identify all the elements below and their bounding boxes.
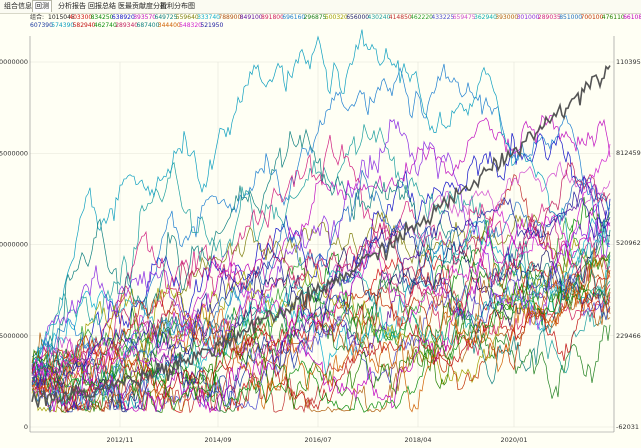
legend-item: 362940	[474, 14, 497, 21]
tab-return-summary[interactable]: 回报总结	[88, 2, 116, 10]
series-line	[31, 173, 611, 414]
series-line	[31, 118, 611, 377]
legend-item: 834250	[90, 14, 114, 21]
tab-backtest[interactable]: 回测	[32, 0, 52, 12]
legend-item: 659475	[452, 14, 476, 21]
series-line	[31, 134, 611, 410]
series-line	[31, 273, 611, 413]
y-axis-right: 1103955 812459 520962 229466 -62031	[616, 58, 641, 431]
series-line	[31, 203, 611, 414]
series-line	[31, 288, 611, 413]
legend-item: 289340	[115, 22, 139, 29]
legend-item: 891800	[261, 14, 284, 21]
legend-item: 462220	[410, 14, 433, 21]
legend-item: 403300	[69, 14, 93, 21]
y-tick-label: 10000000	[0, 241, 28, 249]
legend-item: 521950	[200, 22, 224, 29]
tab-portfolio-info[interactable]: 组合信息	[4, 2, 32, 10]
y-tick-label: 15000000	[0, 149, 28, 157]
series-line	[31, 239, 611, 397]
legend-item: 607390	[30, 22, 53, 29]
x-tick-label: 2014/09	[204, 436, 231, 444]
tab-bar: 组合信息 回测 分析报告 回报总结 医最贡献度分析 盈利分布图	[0, 0, 641, 14]
y-axis-left: 20000000 15000000 10000000 5000000 0	[0, 58, 28, 431]
legend-item: 393570	[133, 14, 157, 21]
y-right-tick-label: 812459	[616, 149, 641, 157]
y-tick-label: 0	[24, 423, 28, 431]
legend-item: 849100	[239, 14, 263, 21]
series-line	[31, 132, 611, 413]
chart-legend: 组合: 1015045 403300 834250 638920 393570 64972…	[30, 14, 641, 34]
legend-item: 393000	[495, 14, 519, 21]
legend-item: 649725	[154, 14, 178, 21]
y-right-tick-label: -62031	[616, 423, 639, 431]
y-right-tick-label: 520962	[616, 239, 641, 247]
series-line	[31, 217, 611, 377]
legend-item: 638920	[111, 14, 135, 21]
y-tick-label: 5000000	[0, 332, 28, 340]
series-line	[31, 144, 611, 378]
legend-prefix: 组合:	[30, 14, 45, 21]
legend-item: 430240	[367, 14, 391, 21]
series-line	[31, 29, 611, 366]
series-line-highlight	[31, 65, 611, 408]
series-line	[31, 63, 611, 381]
series-line	[31, 191, 611, 388]
series-line	[31, 160, 611, 379]
x-tick-label: 2020/01	[500, 436, 527, 444]
tab-analysis-report[interactable]: 分析报告	[58, 2, 86, 10]
legend-item: 661080	[623, 14, 641, 21]
x-tick-label: 2012/11	[106, 436, 133, 444]
legend-item: 500320	[324, 14, 348, 21]
legend-item: 414850	[388, 14, 412, 21]
x-tick-label: 2016/07	[304, 436, 331, 444]
tab-profit-distribution[interactable]: 盈利分布图	[160, 2, 195, 10]
legend-item: 462740	[93, 22, 117, 29]
series-line	[31, 266, 611, 413]
series-lines	[31, 29, 611, 414]
legend-item: 1015045	[48, 14, 75, 21]
y-right-tick-label: 229466	[616, 332, 641, 340]
legend-item: 574390	[51, 22, 75, 29]
legend-item: 296875	[303, 14, 327, 21]
legend-item: 700100	[580, 14, 604, 21]
y-tick-label: 20000000	[0, 58, 28, 66]
legend-item: 656000	[346, 14, 370, 21]
series-line	[31, 175, 611, 412]
legend-item: 301000	[516, 14, 540, 21]
series-line	[31, 211, 611, 413]
legend-item: 548320	[179, 22, 202, 29]
legend-item: 433225	[431, 14, 455, 21]
legend-item: 687400	[136, 22, 160, 29]
legend-item: 289035	[537, 14, 561, 21]
series-line	[31, 281, 611, 393]
series-line	[31, 211, 611, 385]
legend-item: 476110	[601, 14, 625, 21]
series-line	[31, 251, 611, 413]
series-line	[31, 161, 611, 407]
tab-contribution-analysis[interactable]: 医最贡献度分析	[118, 2, 167, 10]
legend-item: 696160	[282, 14, 306, 21]
legend-item: 333740	[197, 14, 220, 21]
series-line	[31, 128, 611, 387]
y-right-tick-label: 1103955	[616, 58, 641, 66]
legend-item: 344400	[157, 22, 181, 29]
legend-item: 851000	[559, 14, 583, 21]
x-axis: 2012/11 2014/09 2016/07 2018/04 2020/01	[30, 431, 614, 444]
legend-item: 788900	[218, 14, 242, 21]
legend-item: 582940	[72, 22, 96, 29]
series-line	[31, 247, 611, 413]
legend-item: 559640	[175, 14, 199, 21]
x-tick-label: 2018/04	[404, 436, 431, 444]
